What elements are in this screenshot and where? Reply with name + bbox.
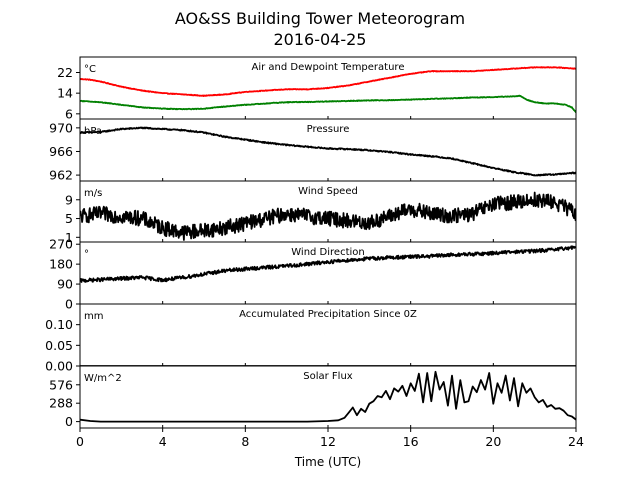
y-tick-label: 576 <box>49 377 73 392</box>
y-tick-label: 5 <box>65 211 73 226</box>
y-tick-label: 14 <box>57 86 73 101</box>
x-tick-label: 20 <box>485 434 501 449</box>
panel-title: Wind Speed <box>298 186 358 197</box>
y-tick-label: 22 <box>57 65 73 80</box>
panel-title: Air and Dewpoint Temperature <box>252 62 405 73</box>
y-tick-label: 970 <box>49 120 73 135</box>
x-axis-label: Time (UTC) <box>294 455 361 469</box>
panel-unit-label: °C <box>84 64 96 75</box>
panel-title: Accumulated Precipitation Since 0Z <box>239 309 417 320</box>
series-line-0-1 <box>80 94 576 113</box>
x-tick-label: 12 <box>320 434 336 449</box>
y-tick-label: 966 <box>49 144 73 159</box>
y-tick-label: 9 <box>65 192 73 207</box>
y-tick-label: 6 <box>65 106 73 121</box>
x-tick-label: 24 <box>568 434 584 449</box>
panel-title: Solar Flux <box>303 371 353 382</box>
panel-unit-label: hPa <box>84 126 102 137</box>
panel-unit-label: m/s <box>84 188 102 199</box>
panel-5: 0 288 576 W/m^2 Solar Flux <box>49 365 577 429</box>
series-line-0-0 <box>80 66 576 97</box>
y-tick-label: 0 <box>65 297 73 312</box>
panel-unit-label: W/m^2 <box>84 373 122 384</box>
y-tick-label: 1 <box>65 230 73 245</box>
panel-3: 0 90 180 270 ° Wind Direction <box>49 237 577 312</box>
x-tick-label: 0 <box>76 434 84 449</box>
x-tick-label: 8 <box>241 434 249 449</box>
y-tick-label: 288 <box>49 396 73 411</box>
y-tick-label: 0.10 <box>45 317 73 332</box>
x-tick-label: 16 <box>403 434 419 449</box>
series-line-1-0 <box>80 126 576 177</box>
x-tick-label: 4 <box>159 434 167 449</box>
y-tick-label: 0.05 <box>45 338 73 353</box>
x-axis: 0 4 8 12 16 20 24 <box>76 428 584 449</box>
figure-subtitle: 2016-04-25 <box>274 30 367 49</box>
series-line-3-0 <box>80 245 576 283</box>
series-line-2-0 <box>80 191 576 241</box>
panel-unit-label: ° <box>84 249 89 260</box>
figure-title: AO&SS Building Tower Meteorogram <box>175 9 465 28</box>
panel-title: Pressure <box>307 124 350 135</box>
y-tick-label: 90 <box>57 277 73 292</box>
series-line-5-0 <box>80 370 576 423</box>
y-tick-label: 270 <box>49 237 73 252</box>
y-tick-label: 0.00 <box>45 359 73 374</box>
y-tick-label: 0 <box>65 414 73 429</box>
y-tick-label: 962 <box>49 168 73 183</box>
panel-title: Wind Direction <box>291 247 365 258</box>
panel-unit-label: mm <box>84 311 103 322</box>
panel-0: 6 14 22 °C Air and Dewpoint Temperature <box>57 56 577 121</box>
y-tick-label: 180 <box>49 257 73 272</box>
